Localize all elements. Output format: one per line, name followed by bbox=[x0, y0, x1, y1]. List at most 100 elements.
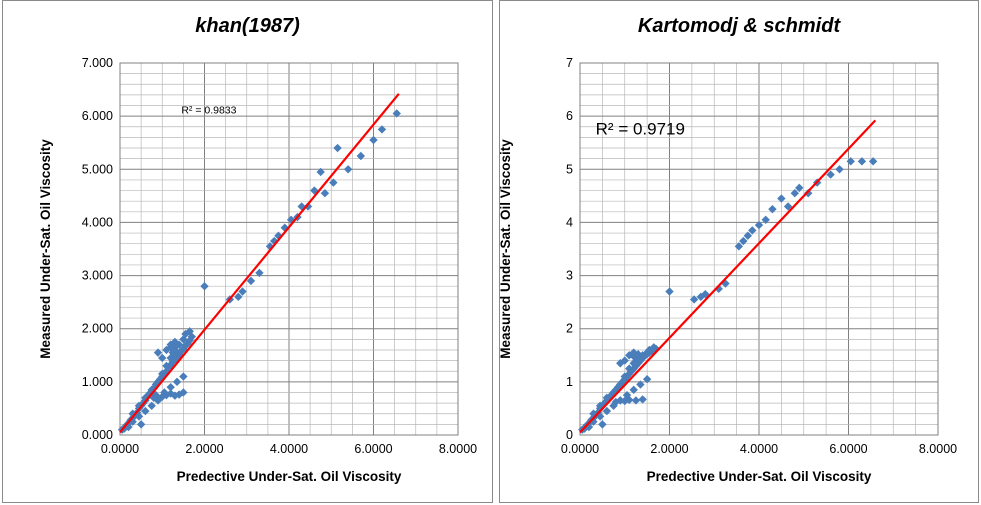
scatter-chart-khan: 0.000 1.000 2.000 3.000 4.000 5.000 6.000 7.000… bbox=[38, 56, 477, 484]
x-tick-label: 8.0000 bbox=[439, 442, 477, 456]
data-point bbox=[162, 361, 171, 371]
data-point bbox=[170, 343, 180, 352]
y-tick-label: 4 bbox=[566, 215, 573, 229]
y-tick-label: 4.000 bbox=[82, 215, 113, 229]
data-point bbox=[369, 135, 378, 145]
chart-panel-kartomodj: Kartomodj & schmidt 0 1 2 3 4 5 6 7 0.0000 2.0000… bbox=[498, 0, 979, 503]
y-tick-label: 5 bbox=[566, 162, 573, 176]
x-tick-label: 6.0000 bbox=[829, 442, 867, 456]
x-tick-label: 2.0000 bbox=[185, 442, 223, 456]
grid bbox=[579, 62, 939, 436]
data-point bbox=[795, 183, 804, 193]
data-point bbox=[642, 375, 652, 384]
data-point bbox=[329, 178, 338, 187]
data-point bbox=[777, 194, 786, 203]
data-point bbox=[835, 165, 844, 174]
data-point bbox=[783, 202, 793, 211]
data-point bbox=[185, 327, 194, 336]
chart-panel-khan: khan(1987) 0.000 1.000 2.000 3.000 4.000 5.00… bbox=[2, 0, 493, 503]
data-point bbox=[179, 344, 188, 354]
data-point bbox=[333, 143, 342, 153]
data-point bbox=[179, 372, 188, 381]
data-point bbox=[158, 369, 167, 379]
data-point bbox=[172, 377, 182, 387]
x-tick-label: 6.0000 bbox=[354, 442, 392, 456]
y-tick-label: 0 bbox=[566, 428, 573, 442]
x-tick-label: 2.0000 bbox=[650, 442, 688, 456]
data-point bbox=[234, 292, 243, 302]
x-tick-label: 4.0000 bbox=[270, 442, 308, 456]
data-point bbox=[665, 287, 674, 296]
y-tick-label: 0.000 bbox=[82, 428, 113, 442]
data-point bbox=[166, 382, 175, 392]
y-tick-label: 1.000 bbox=[82, 375, 113, 389]
y-tick-label: 7.000 bbox=[82, 56, 113, 70]
data-point bbox=[158, 392, 167, 401]
x-axis-title: Predective Under-Sat. Oil Viscosity bbox=[177, 469, 402, 484]
data-point bbox=[343, 165, 353, 174]
y-axis-title: Measured Under-Sat. Oil Viscosity bbox=[498, 139, 513, 359]
data-point bbox=[297, 202, 306, 211]
data-point bbox=[179, 335, 188, 344]
y-axis-title: Measured Under-Sat. Oil Viscosity bbox=[38, 139, 53, 359]
y-tick-label: 6 bbox=[566, 109, 573, 123]
data-point bbox=[200, 282, 209, 291]
data-point bbox=[631, 396, 641, 405]
x-tick-label: 0.0000 bbox=[561, 442, 599, 456]
x-axis-title: Predective Under-Sat. Oil Viscosity bbox=[647, 469, 872, 484]
y-tick-label: 3.000 bbox=[82, 269, 113, 283]
data-point bbox=[303, 202, 313, 211]
data-point bbox=[392, 109, 401, 118]
data-point bbox=[238, 287, 247, 296]
data-point bbox=[316, 167, 325, 177]
data-point bbox=[255, 268, 264, 278]
data-point bbox=[743, 231, 753, 240]
data-point bbox=[280, 223, 289, 232]
data-point bbox=[320, 189, 330, 198]
trendline bbox=[579, 119, 877, 434]
data-point bbox=[642, 348, 652, 357]
data-point bbox=[172, 351, 182, 360]
data-point bbox=[754, 220, 764, 230]
data-point bbox=[620, 396, 629, 406]
data-point bbox=[168, 357, 178, 366]
plot-area-border bbox=[119, 62, 459, 436]
data-point bbox=[158, 353, 167, 363]
x-tick-label: 4.0000 bbox=[740, 442, 778, 456]
y-tick-label: 2.000 bbox=[82, 322, 113, 336]
trendline bbox=[119, 93, 400, 434]
scatter-chart-kartomodj: 0 1 2 3 4 5 6 7 0.0000 2.0000 4.0000 6.0000 8.0000 Pr… bbox=[498, 56, 957, 484]
data-point bbox=[153, 348, 163, 357]
y-tick-label: 2 bbox=[566, 322, 573, 336]
data-point bbox=[168, 348, 178, 357]
chart-title: Kartomodj & schmidt bbox=[637, 15, 841, 37]
data-point bbox=[246, 276, 256, 286]
data-point bbox=[162, 345, 171, 355]
y-tick-label: 3 bbox=[566, 269, 573, 283]
data-point bbox=[620, 356, 629, 365]
data-point bbox=[134, 412, 144, 421]
y-tick-label: 7 bbox=[566, 56, 573, 70]
data-point bbox=[141, 406, 150, 416]
data-point bbox=[761, 215, 770, 224]
data-point bbox=[179, 388, 188, 397]
data-point bbox=[804, 189, 813, 198]
data-point bbox=[147, 401, 156, 410]
data-point bbox=[620, 372, 629, 381]
x-tick-label: 8.0000 bbox=[919, 442, 957, 456]
data-point bbox=[768, 204, 777, 214]
data-point bbox=[377, 125, 387, 134]
r-squared-label: R² = 0.9833 bbox=[181, 104, 236, 116]
r-squared-label: R² = 0.9719 bbox=[596, 120, 685, 139]
data-point bbox=[136, 420, 146, 429]
y-tick-label: 5.000 bbox=[82, 162, 113, 176]
plot-area-border bbox=[579, 62, 939, 436]
data-point bbox=[638, 395, 647, 404]
data-points bbox=[117, 109, 401, 434]
x-tick-label: 0.0000 bbox=[101, 442, 139, 456]
grid bbox=[119, 62, 459, 436]
data-point bbox=[598, 420, 607, 429]
data-point bbox=[356, 151, 366, 161]
y-tick-label: 6.000 bbox=[82, 109, 113, 123]
y-tick-label: 1 bbox=[566, 375, 573, 389]
